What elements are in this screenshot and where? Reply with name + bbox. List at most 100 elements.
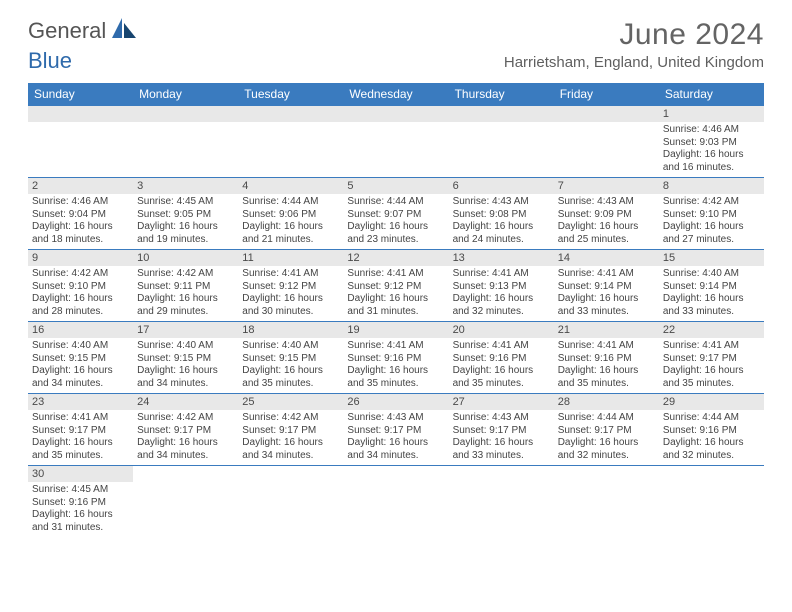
calendar-day-cell: 24 Sunrise: 4:42 AMSunset: 9:17 PMDayligh… [133,394,238,465]
day-number: 3 [133,178,238,194]
calendar-body: 1Sunrise: 4:46 AMSunset: 9:03 PMDaylight… [28,106,764,537]
day-number [449,466,554,482]
day-number: 24 [133,394,238,410]
day-detail-text: Sunrise: 4:42 AMSunset: 9:17 PMDaylight:… [242,412,339,462]
calendar-day-cell: 4Sunrise: 4:44 AMSunset: 9:06 PMDaylight… [238,178,343,249]
calendar-day-cell: 15 Sunrise: 4:40 AMSunset: 9:14 PMDayligh… [659,250,764,321]
day-detail-text: Sunrise: 4:43 AMSunset: 9:09 PMDaylight:… [558,196,655,246]
calendar-day-cell: 29Sunrise: 4:44 AMSunset: 9:16 PMDayligh… [659,394,764,465]
day-number: 10 [133,250,238,266]
calendar-day-cell: 10Sunrise: 4:42 AMSunset: 9:11 PMDayligh… [133,250,238,321]
day-detail-text: Sunrise: 4:40 AMSunset: 9:15 PMDaylight:… [137,340,234,390]
day-number: 5 [343,178,448,194]
day-number [343,106,448,122]
day-number [449,106,554,122]
day-detail-text: Sunrise: 4:40 AMSunset: 9:15 PMDaylight:… [32,340,129,390]
calendar-day-cell [238,106,343,177]
day-detail-text: Sunrise: 4:40 AMSunset: 9:14 PMDaylight:… [663,268,760,318]
calendar-day-cell: 30 Sunrise: 4:45 AMSunset: 9:16 PMDayligh… [28,466,133,537]
day-detail-text: Sunrise: 4:41 AMSunset: 9:13 PMDaylight:… [453,268,550,318]
day-number: 8 [659,178,764,194]
calendar-day-cell: 21Sunrise: 4:41 AMSunset: 9:16 PMDayligh… [554,322,659,393]
calendar-day-cell: 7Sunrise: 4:43 AMSunset: 9:09 PMDaylight… [554,178,659,249]
calendar-day-cell [554,466,659,537]
day-number [554,106,659,122]
day-detail-text: Sunrise: 4:43 AMSunset: 9:17 PMDaylight:… [347,412,444,462]
day-number: 11 [238,250,343,266]
calendar-week: 23Sunrise: 4:41 AMSunset: 9:17 PMDayligh… [28,394,764,466]
dow-wednesday: Wednesday [343,83,448,106]
logo-sail-icon [112,18,138,43]
dow-sunday: Sunday [28,83,133,106]
calendar-day-cell [28,106,133,177]
calendar-day-cell: 8Sunrise: 4:42 AMSunset: 9:10 PMDaylight… [659,178,764,249]
calendar-week: 16Sunrise: 4:40 AMSunset: 9:15 PMDayligh… [28,322,764,394]
day-detail-text: Sunrise: 4:41 AMSunset: 9:16 PMDaylight:… [347,340,444,390]
day-detail-text: Sunrise: 4:42 AMSunset: 9:17 PMDaylight:… [137,412,234,462]
day-detail-text: Sunrise: 4:41 AMSunset: 9:14 PMDaylight:… [558,268,655,318]
dow-friday: Friday [554,83,659,106]
calendar-day-cell [343,106,448,177]
day-detail-text: Sunrise: 4:41 AMSunset: 9:12 PMDaylight:… [347,268,444,318]
day-detail-text: Sunrise: 4:44 AMSunset: 9:06 PMDaylight:… [242,196,339,246]
day-detail-text: Sunrise: 4:46 AMSunset: 9:04 PMDaylight:… [32,196,129,246]
calendar-day-cell: 22 Sunrise: 4:41 AMSunset: 9:17 PMDayligh… [659,322,764,393]
day-detail-text: Sunrise: 4:44 AMSunset: 9:17 PMDaylight:… [558,412,655,462]
day-number [554,466,659,482]
day-number [343,466,448,482]
calendar-day-cell: 26 Sunrise: 4:43 AMSunset: 9:17 PMDayligh… [343,394,448,465]
day-number: 23 [28,394,133,410]
day-detail-text: Sunrise: 4:40 AMSunset: 9:15 PMDaylight:… [242,340,339,390]
day-number: 13 [449,250,554,266]
dow-thursday: Thursday [449,83,554,106]
day-detail-text: Sunrise: 4:43 AMSunset: 9:08 PMDaylight:… [453,196,550,246]
calendar-day-cell: 18 Sunrise: 4:40 AMSunset: 9:15 PMDayligh… [238,322,343,393]
logo-text-blue: Blue [28,48,72,73]
day-detail-text: Sunrise: 4:41 AMSunset: 9:16 PMDaylight:… [453,340,550,390]
calendar-day-cell: 19Sunrise: 4:41 AMSunset: 9:16 PMDayligh… [343,322,448,393]
calendar-day-cell: 2Sunrise: 4:46 AMSunset: 9:04 PMDaylight… [28,178,133,249]
brand-logo: General [28,18,140,44]
day-number: 30 [28,466,133,482]
day-number [28,106,133,122]
day-detail-text: Sunrise: 4:45 AMSunset: 9:16 PMDaylight:… [32,484,129,534]
day-detail-text: Sunrise: 4:41 AMSunset: 9:17 PMDaylight:… [663,340,760,390]
day-number: 14 [554,250,659,266]
dow-saturday: Saturday [659,83,764,106]
calendar-week: 9Sunrise: 4:42 AMSunset: 9:10 PMDaylight… [28,250,764,322]
dow-monday: Monday [133,83,238,106]
calendar-day-cell [659,466,764,537]
day-number [133,106,238,122]
calendar-day-cell [449,106,554,177]
calendar-day-cell: 23Sunrise: 4:41 AMSunset: 9:17 PMDayligh… [28,394,133,465]
day-detail-text: Sunrise: 4:43 AMSunset: 9:17 PMDaylight:… [453,412,550,462]
day-number: 15 [659,250,764,266]
day-detail-text: Sunrise: 4:46 AMSunset: 9:03 PMDaylight:… [663,124,760,174]
calendar-day-cell: 16Sunrise: 4:40 AMSunset: 9:15 PMDayligh… [28,322,133,393]
day-number: 27 [449,394,554,410]
calendar-week: 30 Sunrise: 4:45 AMSunset: 9:16 PMDayligh… [28,466,764,537]
calendar-day-cell [554,106,659,177]
calendar-day-cell: 28Sunrise: 4:44 AMSunset: 9:17 PMDayligh… [554,394,659,465]
calendar-day-cell: 9Sunrise: 4:42 AMSunset: 9:10 PMDaylight… [28,250,133,321]
day-detail-text: Sunrise: 4:42 AMSunset: 9:10 PMDaylight:… [32,268,129,318]
calendar-day-cell [449,466,554,537]
day-detail-text: Sunrise: 4:41 AMSunset: 9:12 PMDaylight:… [242,268,339,318]
day-number: 26 [343,394,448,410]
location-subtitle: Harrietsham, England, United Kingdom [504,54,764,71]
day-number: 22 [659,322,764,338]
day-detail-text: Sunrise: 4:44 AMSunset: 9:16 PMDaylight:… [663,412,760,462]
logo-text-general: General [28,18,106,44]
calendar-day-cell: 17Sunrise: 4:40 AMSunset: 9:15 PMDayligh… [133,322,238,393]
calendar-day-cell [238,466,343,537]
calendar-day-cell: 25Sunrise: 4:42 AMSunset: 9:17 PMDayligh… [238,394,343,465]
day-number: 12 [343,250,448,266]
day-number: 18 [238,322,343,338]
calendar-week: 1Sunrise: 4:46 AMSunset: 9:03 PMDaylight… [28,106,764,178]
day-number: 6 [449,178,554,194]
calendar-day-cell: 20Sunrise: 4:41 AMSunset: 9:16 PMDayligh… [449,322,554,393]
day-detail-text: Sunrise: 4:41 AMSunset: 9:16 PMDaylight:… [558,340,655,390]
day-number [659,466,764,482]
calendar-day-cell: 11 Sunrise: 4:41 AMSunset: 9:12 PMDayligh… [238,250,343,321]
day-number [133,466,238,482]
